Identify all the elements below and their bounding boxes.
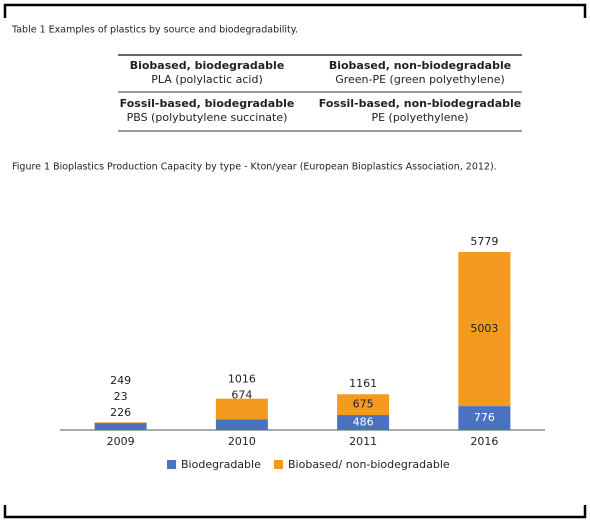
value-label: 675 [353, 398, 374, 411]
value-label: 776 [474, 411, 495, 424]
frame-bottom [3, 505, 587, 519]
total-label: 249 [110, 374, 131, 387]
cell-text: PLA (polylactic acid) [151, 73, 262, 86]
cell-head: Fossil-based, non-biodegradable [319, 97, 521, 110]
total-label: 1016 [228, 372, 256, 385]
cell-text: PE (polyethylene) [371, 111, 468, 124]
total-label: 1161 [349, 377, 377, 390]
cell-head: Biobased, biodegradable [130, 59, 285, 72]
bar-segment [337, 415, 390, 430]
table-caption: Table 1 Examples of plastics by source a… [11, 25, 298, 36]
legend-swatch [167, 460, 176, 469]
bar-segment [458, 406, 511, 430]
bar-segment [337, 394, 390, 416]
bar-segment [94, 422, 147, 424]
chart-title: Figure 1 Bioplastics Production Capacity… [12, 162, 497, 173]
bar-segment [215, 419, 268, 430]
legend-label: Biodegradable [181, 458, 261, 471]
value-label: 226 [110, 406, 131, 419]
cell-text: PBS (polybutylene succinate) [127, 111, 288, 124]
x-tick-label: 2016 [470, 435, 498, 448]
cell-head: Fossil-based, biodegradable [120, 97, 295, 110]
value-label: 486 [353, 416, 374, 429]
value-label: 5003 [470, 322, 498, 335]
x-tick-label: 2009 [107, 435, 135, 448]
frame-top [3, 3, 587, 18]
legend-swatch [274, 460, 283, 469]
bar-segment [458, 252, 511, 407]
value-label: 674 [231, 388, 252, 401]
bar-segment [94, 423, 147, 430]
legend-label: Biobased/ non-biodegradable [288, 458, 450, 471]
cell-head: Biobased, non-biodegradable [329, 59, 511, 72]
bar-segment [215, 398, 268, 420]
value-label: 23 [114, 390, 128, 403]
cell-text: Green-PE (green polyethylene) [335, 73, 505, 86]
x-tick-label: 2011 [349, 435, 377, 448]
total-label: 5779 [470, 235, 498, 248]
x-tick-label: 2010 [228, 435, 256, 448]
